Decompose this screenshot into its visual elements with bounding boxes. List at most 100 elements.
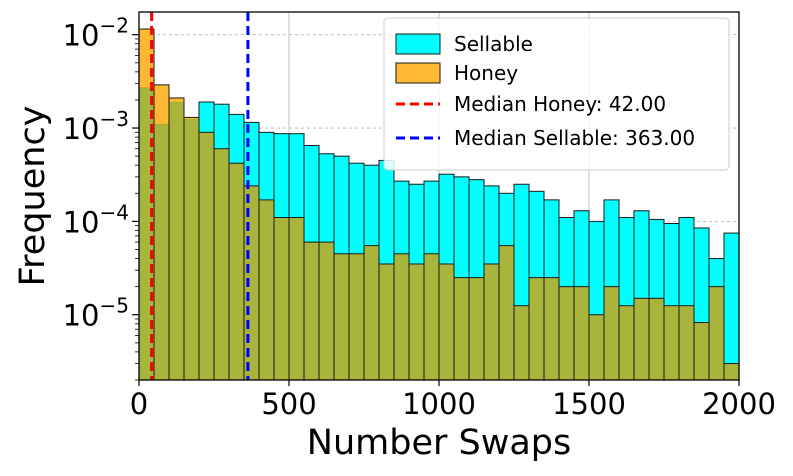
bar-honey-overlap	[243, 185, 260, 381]
bar-honey-overlap	[408, 263, 425, 381]
bar-honey	[723, 363, 740, 381]
bar-honey-overlap	[723, 363, 740, 381]
bar-honey	[678, 305, 695, 381]
bar-honey-overlap	[318, 241, 335, 381]
bar-honey	[573, 286, 590, 381]
bar-honey-overlap	[648, 297, 665, 381]
bar-honey-overlap	[558, 286, 575, 381]
bar-honey	[543, 277, 560, 381]
bar-honey	[423, 253, 440, 381]
bar-honey-overlap	[528, 277, 545, 381]
legend-label-sellable: Sellable	[454, 32, 533, 56]
bar-honey	[648, 297, 665, 381]
bar-honey-top	[154, 84, 169, 125]
bar-honey	[393, 253, 410, 381]
bar-honey	[663, 305, 680, 381]
bar-honey-overlap	[333, 253, 350, 381]
bar-honey-overlap	[169, 102, 184, 381]
median-lines	[150, 12, 250, 380]
bar-honey-overlap	[468, 277, 485, 381]
bar-honey-overlap	[498, 245, 515, 381]
bar-honey-overlap	[588, 314, 605, 381]
bar-honey	[288, 217, 305, 381]
bar-honey	[618, 305, 635, 381]
bar-honey	[153, 84, 170, 381]
x-tick-label: 500	[261, 387, 316, 421]
bar-honey	[483, 263, 500, 381]
bar-honey	[693, 322, 710, 381]
bar-honey	[258, 199, 275, 381]
bar-honey-overlap	[693, 322, 710, 381]
bar-honey-top	[169, 97, 184, 103]
bar-honey	[198, 131, 215, 381]
bar-honey-top	[184, 117, 199, 119]
bar-honey-overlap	[273, 217, 290, 381]
bar-honey-overlap	[453, 277, 470, 381]
y-tick-label: 10−4	[63, 200, 129, 239]
legend-label-median-honey: Median Honey: 42.00	[454, 92, 666, 116]
x-axis-ticks: 0 500 1000 1500 2000	[130, 380, 776, 421]
bar-honey	[183, 116, 200, 381]
bar-honey-overlap	[708, 286, 725, 381]
bar-sellable	[723, 232, 740, 381]
bar-honey-overlap	[288, 217, 305, 381]
x-tick-label: 2000	[702, 387, 776, 421]
legend-label-median-sellable: Median Sellable: 363.00	[454, 126, 695, 150]
bar-honey-overlap	[154, 124, 169, 380]
bar-honey	[528, 277, 545, 381]
x-axis-title: Number Swaps	[307, 423, 571, 463]
bar-honey	[438, 263, 455, 381]
bar-honey	[363, 245, 380, 381]
bar-honey	[633, 297, 650, 381]
bar-honey-overlap	[633, 297, 650, 381]
bar-honey-overlap	[663, 305, 680, 381]
bar-honey-overlap	[348, 253, 365, 381]
bar-honey-overlap	[213, 148, 230, 381]
y-axis-title: Frequency	[13, 106, 53, 287]
bar-honey-overlap	[303, 241, 320, 381]
y-tick-label: 10−5	[63, 294, 129, 333]
bar-honey-overlap	[423, 253, 440, 381]
bar-honey-overlap	[363, 245, 380, 381]
bar-honey-overlap	[573, 286, 590, 381]
y-tick-label: 10−3	[63, 107, 129, 146]
bar-honey	[228, 162, 245, 381]
bar-honey	[348, 253, 365, 381]
y-axis-ticks: 10−5 10−4 10−3 10−2	[63, 14, 139, 381]
bar-honey	[318, 241, 335, 381]
x-tick-label: 0	[130, 387, 148, 421]
bar-honey	[303, 241, 320, 381]
bar-honey-overlap	[438, 263, 455, 381]
bar-honey	[168, 97, 185, 381]
bar-honey-overlap	[378, 263, 395, 381]
bar-honey-overlap	[258, 199, 275, 381]
bar-honey	[333, 253, 350, 381]
y-tick-label: 10−2	[63, 14, 129, 53]
legend-label-honey: Honey	[454, 61, 518, 85]
bar-honey	[603, 286, 620, 381]
bar-honey	[273, 217, 290, 381]
bar-honey	[588, 314, 605, 381]
x-tick-label: 1000	[402, 387, 476, 421]
bar-honey-overlap	[603, 286, 620, 381]
bar-honey	[408, 263, 425, 381]
bar-honey	[378, 263, 395, 381]
bar-honey-overlap	[513, 305, 530, 381]
bar-honey	[498, 245, 515, 381]
legend-box	[383, 17, 730, 171]
legend-swatch-honey	[395, 62, 441, 84]
bar-honey	[213, 148, 230, 381]
bar-honey-overlap	[184, 118, 199, 380]
honey-bars	[138, 28, 740, 381]
bar-honey	[453, 277, 470, 381]
bar-honey-overlap	[228, 162, 245, 381]
bar-honey-overlap	[393, 253, 410, 381]
bar-honey	[468, 277, 485, 381]
bar-honey	[243, 185, 260, 381]
legend-swatch-sellable	[395, 33, 441, 55]
bar-honey-overlap	[543, 277, 560, 381]
bar-honey-overlap	[618, 305, 635, 381]
bar-honey	[558, 286, 575, 381]
